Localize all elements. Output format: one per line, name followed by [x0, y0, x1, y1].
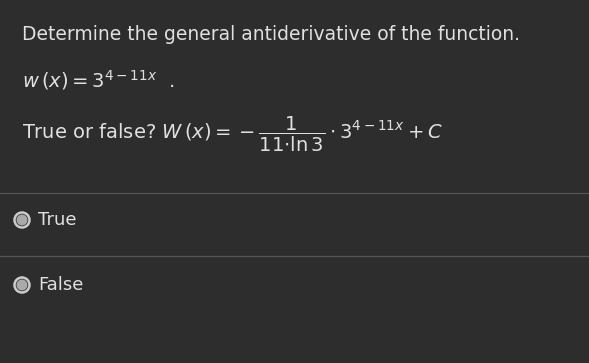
- Text: True or false? $W\,(x) = -\dfrac{1}{11{\cdot}\ln 3} \cdot 3^{4-11x} + C$: True or false? $W\,(x) = -\dfrac{1}{11{\…: [22, 115, 443, 154]
- Circle shape: [16, 280, 28, 290]
- Text: True: True: [38, 211, 77, 229]
- Circle shape: [16, 215, 28, 225]
- Text: False: False: [38, 276, 84, 294]
- Text: $w\,(x) = 3^{4-11x}$  .: $w\,(x) = 3^{4-11x}$ .: [22, 68, 174, 92]
- Text: Determine the general antiderivative of the function.: Determine the general antiderivative of …: [22, 25, 520, 44]
